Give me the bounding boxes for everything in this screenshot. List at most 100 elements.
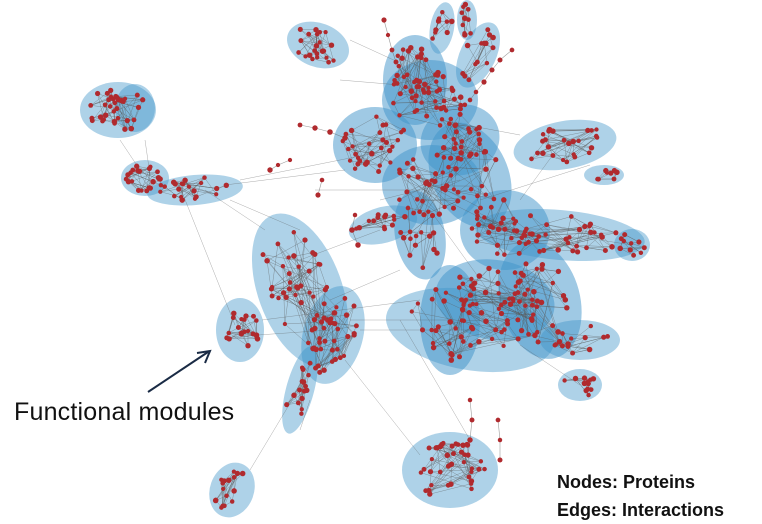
protein-node [457, 285, 462, 290]
protein-node [322, 339, 327, 344]
protein-node [561, 293, 566, 298]
protein-node [519, 271, 524, 276]
protein-node [396, 138, 400, 142]
protein-node [445, 19, 450, 24]
protein-node [430, 36, 435, 41]
protein-node [509, 236, 513, 240]
protein-node [546, 128, 551, 133]
protein-node [467, 310, 472, 315]
protein-node [311, 294, 315, 298]
protein-node [501, 197, 506, 202]
protein-node [245, 343, 250, 348]
protein-node [431, 345, 436, 350]
protein-node [420, 265, 425, 270]
protein-node [415, 197, 420, 202]
protein-node [298, 123, 303, 128]
protein-node [485, 27, 490, 32]
protein-node [451, 137, 456, 142]
protein-node [511, 299, 515, 303]
protein-node [331, 58, 335, 62]
protein-node [496, 269, 501, 274]
protein-node [516, 336, 521, 341]
protein-node [515, 317, 520, 322]
protein-node [226, 331, 231, 336]
protein-node [416, 301, 420, 305]
protein-node [461, 5, 465, 9]
protein-node [324, 285, 329, 290]
protein-node [562, 378, 566, 382]
protein-node [449, 19, 455, 25]
protein-node [224, 494, 228, 498]
protein-node [558, 339, 562, 343]
protein-node [346, 147, 351, 152]
protein-node [475, 60, 480, 65]
protein-node [348, 159, 352, 163]
protein-node [513, 270, 518, 275]
protein-node [316, 262, 321, 267]
protein-node [407, 253, 412, 258]
protein-node [497, 307, 501, 311]
protein-node [429, 328, 434, 333]
protein-node [410, 309, 414, 313]
protein-node [452, 146, 457, 151]
protein-node [570, 139, 576, 145]
protein-node [502, 327, 507, 332]
protein-node [410, 166, 415, 171]
protein-node [514, 284, 518, 288]
protein-node [310, 250, 315, 255]
protein-node [251, 314, 256, 319]
protein-node [255, 336, 261, 342]
protein-node [468, 98, 473, 103]
protein-node [453, 166, 459, 172]
protein-node [589, 128, 594, 133]
protein-node [356, 156, 360, 160]
protein-node [448, 351, 454, 357]
protein-node [434, 105, 439, 110]
protein-node [470, 466, 474, 470]
protein-node [553, 342, 558, 347]
protein-node [322, 301, 327, 306]
protein-node [320, 48, 325, 53]
protein-node [489, 205, 494, 210]
protein-node [319, 347, 324, 352]
protein-node [299, 412, 303, 416]
protein-node [417, 79, 422, 84]
protein-node [283, 322, 287, 326]
protein-node [378, 163, 382, 167]
protein-node [125, 118, 130, 123]
protein-node [287, 271, 292, 276]
protein-node [442, 205, 446, 209]
protein-node [431, 247, 436, 252]
protein-node [495, 243, 500, 248]
protein-node [312, 125, 317, 130]
protein-node [603, 248, 608, 253]
protein-node [535, 151, 540, 156]
protein-node [323, 30, 327, 34]
protein-node [427, 233, 433, 239]
protein-node [298, 38, 303, 43]
protein-node [468, 343, 473, 348]
protein-node [550, 153, 555, 158]
protein-node [423, 181, 429, 187]
protein-node [315, 192, 320, 197]
protein-node [456, 442, 461, 447]
protein-node [129, 126, 135, 132]
protein-node [599, 234, 605, 240]
annotation-arrow [148, 351, 210, 392]
protein-node [376, 169, 381, 174]
protein-node [469, 187, 474, 192]
protein-node [435, 89, 440, 94]
protein-node [322, 316, 327, 321]
protein-node [202, 175, 207, 180]
protein-node [342, 354, 346, 358]
protein-node [293, 293, 297, 297]
protein-node [475, 217, 479, 221]
protein-node [140, 97, 145, 102]
protein-node [224, 183, 229, 188]
protein-node [497, 457, 502, 462]
protein-node [433, 99, 437, 103]
protein-node [490, 35, 496, 41]
protein-node [529, 316, 534, 321]
protein-node [376, 212, 381, 217]
